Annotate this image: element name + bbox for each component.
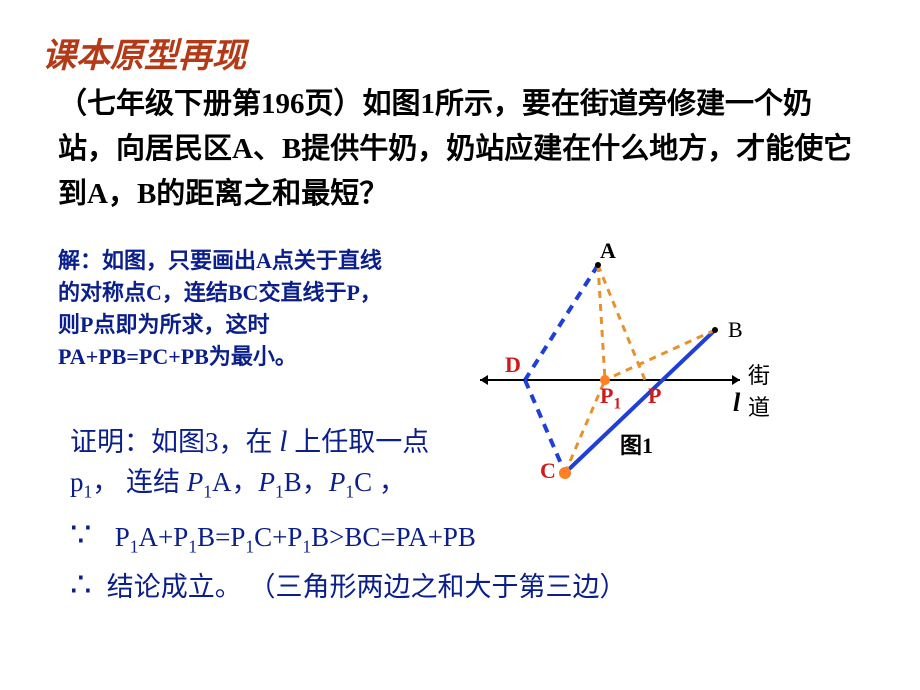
problem-text: （七年级下册第196页）如图1所示，要在街道旁修建一个奶站，向居民区A、B提供牛… <box>58 82 868 217</box>
label-P: P <box>648 383 661 409</box>
problem-text-content: （七年级下册第196页）如图1所示，要在街道旁修建一个奶站，向居民区A、B提供牛… <box>58 88 852 210</box>
proof-l2-mid: ， 连结 <box>92 467 187 497</box>
pc-C: C ， <box>354 467 406 497</box>
label-street: 街道 <box>748 358 790 422</box>
figure-caption: 图1 <box>620 428 653 460</box>
eq-p4: P <box>287 522 302 552</box>
conclusion-text: 结论成立。 （三角形两边之和大于第三边） <box>107 572 627 602</box>
section-title: 课本原型再现 <box>42 28 246 77</box>
proof-line-1: 证明：如图3，在 l 上任取一点 <box>70 420 429 459</box>
figure-1-diagram: A B 街道 l D P P1 C 图1 <box>470 240 790 500</box>
proof-l2-p: p <box>70 467 84 497</box>
proof-line-2: p1， 连结 P1A，P1B，P1C ， <box>70 460 406 502</box>
pc-P: P <box>329 467 346 497</box>
label-P1: P1 <box>600 383 621 413</box>
proof-l1-suffix: 上任取一点 <box>288 427 430 457</box>
label-P1-sub: 1 <box>613 395 621 412</box>
eq-s1: 1 <box>130 536 139 556</box>
label-line-l: l <box>733 388 740 418</box>
pa-A: A， <box>212 467 259 497</box>
because-symbol: ∵ <box>70 515 108 555</box>
proof-l1-var: l <box>279 426 287 458</box>
label-C: C <box>540 458 556 484</box>
label-B: B <box>728 317 743 343</box>
eq-p1: P <box>115 522 130 552</box>
eq-t4: B>BC=PA+PB <box>311 522 476 552</box>
solution-text-content: 解：如图，只要画出A点关于直线的对称点C，连结BC交直线于P， 则P点即为所求，… <box>58 248 382 369</box>
therefore-symbol: ∴ <box>70 565 100 605</box>
label-P1-P: P <box>600 383 613 408</box>
proof-l1-prefix: 证明：如图3，在 <box>70 427 279 457</box>
pb-P: P <box>259 467 276 497</box>
pa-P: P <box>187 467 204 497</box>
eq-s4: 1 <box>302 536 311 556</box>
eq-t1: A+ <box>139 522 174 552</box>
eq-s3: 1 <box>245 536 254 556</box>
pc-1: 1 <box>345 481 354 501</box>
solution-text: 解：如图，只要画出A点关于直线的对称点C，连结BC交直线于P， 则P点即为所求，… <box>58 245 393 373</box>
pb-B: B， <box>284 467 329 497</box>
eq-s2: 1 <box>188 536 197 556</box>
pa-1: 1 <box>203 481 212 501</box>
eq-t3: C+ <box>254 522 287 552</box>
eq-p2: P <box>173 522 188 552</box>
proof-l2-s: 1 <box>84 481 93 501</box>
proof-therefore-line: ∴ 结论成立。 （三角形两边之和大于第三边） <box>70 565 627 605</box>
title-text: 课本原型再现 <box>42 38 246 75</box>
label-D: D <box>505 352 521 378</box>
proof-because-line: ∵ P1A+P1B=P1C+P1B>BC=PA+PB <box>70 515 476 557</box>
eq-p3: P <box>230 522 245 552</box>
eq-t2: B= <box>197 522 230 552</box>
label-A: A <box>600 238 616 264</box>
pb-1: 1 <box>275 481 284 501</box>
